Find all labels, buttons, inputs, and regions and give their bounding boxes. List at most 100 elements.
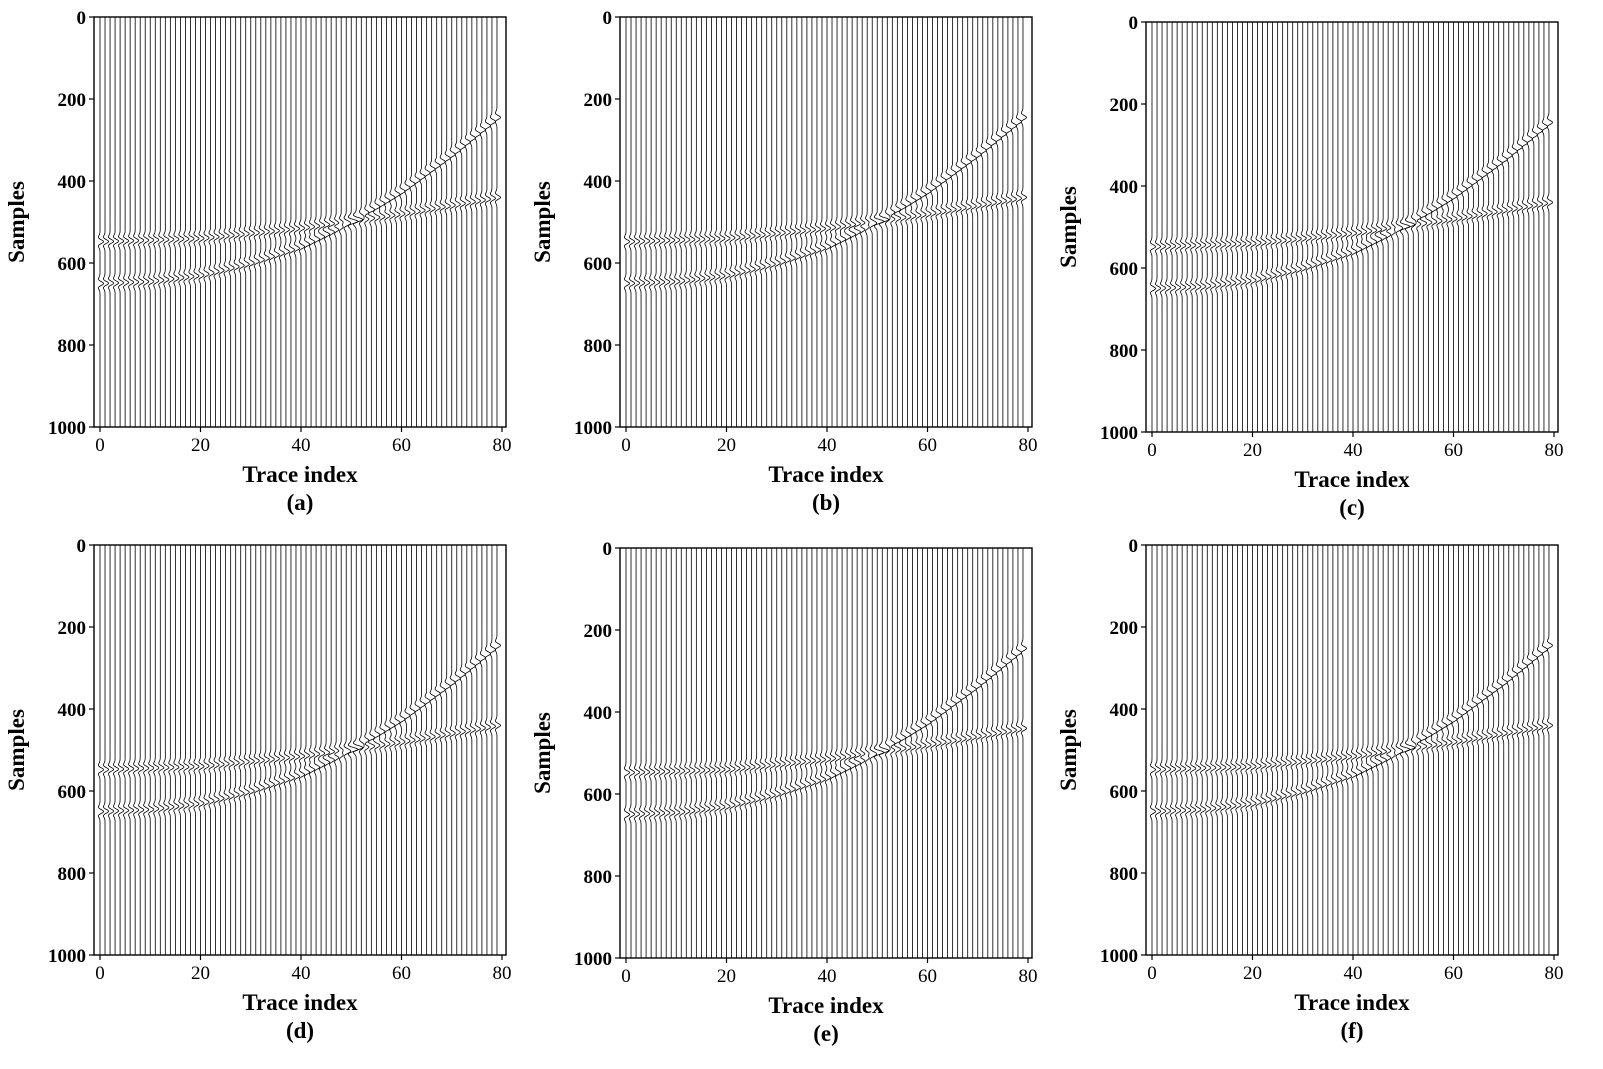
trace-79 bbox=[494, 545, 502, 955]
trace-2 bbox=[108, 17, 114, 427]
trace-4 bbox=[644, 548, 651, 958]
y-axis-label: Samples bbox=[530, 712, 555, 794]
trace-34 bbox=[1320, 22, 1327, 432]
trace-62 bbox=[409, 17, 416, 427]
trace-17 bbox=[183, 545, 190, 955]
trace-32 bbox=[1310, 22, 1317, 432]
trace-24 bbox=[218, 17, 225, 427]
trace-48 bbox=[865, 17, 870, 427]
trace-54 bbox=[1419, 545, 1428, 955]
trace-15 bbox=[173, 17, 180, 427]
trace-25 bbox=[223, 17, 230, 427]
trace-51 bbox=[878, 548, 890, 958]
trace-30 bbox=[1300, 545, 1307, 955]
trace-69 bbox=[970, 17, 977, 427]
x-tick-label: 0 bbox=[621, 435, 631, 456]
trace-25 bbox=[1275, 545, 1282, 955]
trace-47 bbox=[334, 545, 340, 955]
trace-27 bbox=[759, 17, 766, 427]
trace-74 bbox=[1521, 22, 1528, 432]
trace-19 bbox=[719, 548, 726, 958]
trace-51 bbox=[352, 545, 364, 955]
trace-33 bbox=[1315, 545, 1322, 955]
trace-33 bbox=[1315, 22, 1322, 432]
trace-58 bbox=[1441, 545, 1448, 955]
trace-30 bbox=[774, 548, 781, 958]
y-tick-label: 200 bbox=[584, 621, 613, 642]
x-tick-label: 80 bbox=[493, 963, 512, 984]
trace-43 bbox=[313, 17, 321, 427]
x-axis-label: Trace index bbox=[242, 990, 358, 1015]
y-tick-label: 400 bbox=[58, 700, 87, 721]
trace-51 bbox=[1404, 22, 1416, 432]
y-axis-label: Samples bbox=[530, 181, 555, 263]
trace-56 bbox=[379, 17, 386, 427]
trace-66 bbox=[955, 548, 962, 958]
trace-5 bbox=[649, 548, 656, 958]
trace-33 bbox=[263, 17, 270, 427]
y-tick-label: 0 bbox=[77, 536, 87, 557]
trace-26 bbox=[1280, 22, 1287, 432]
trace-66 bbox=[1481, 545, 1488, 955]
trace-71 bbox=[1506, 545, 1513, 955]
trace-27 bbox=[759, 548, 766, 958]
trace-73 bbox=[990, 17, 997, 427]
trace-29 bbox=[1295, 22, 1302, 432]
trace-69 bbox=[1496, 545, 1503, 955]
trace-25 bbox=[749, 548, 756, 958]
trace-35 bbox=[273, 545, 280, 955]
trace-46 bbox=[327, 17, 335, 427]
trace-79 bbox=[1020, 17, 1028, 427]
trace-64 bbox=[1471, 545, 1478, 955]
trace-75 bbox=[1000, 17, 1007, 427]
trace-67 bbox=[434, 545, 441, 955]
trace-8 bbox=[1190, 22, 1197, 432]
trace-65 bbox=[950, 17, 957, 427]
trace-79 bbox=[1020, 548, 1028, 958]
trace-39 bbox=[1345, 22, 1353, 432]
trace-60 bbox=[925, 17, 932, 427]
trace-71 bbox=[980, 548, 987, 958]
trace-24 bbox=[744, 548, 751, 958]
y-tick-label: 200 bbox=[58, 618, 87, 639]
panel-label: (c) bbox=[1339, 495, 1365, 520]
trace-66 bbox=[429, 17, 436, 427]
trace-67 bbox=[434, 17, 441, 427]
axes-frame bbox=[93, 544, 507, 956]
trace-41 bbox=[830, 17, 837, 427]
trace-21 bbox=[729, 548, 736, 958]
trace-4 bbox=[1170, 545, 1177, 955]
trace-55 bbox=[373, 17, 381, 427]
trace-13 bbox=[1215, 22, 1222, 432]
trace-wiggles bbox=[624, 548, 1028, 958]
trace-54 bbox=[1419, 22, 1428, 432]
trace-72 bbox=[1511, 22, 1518, 432]
trace-37 bbox=[1335, 22, 1342, 432]
trace-15 bbox=[699, 17, 706, 427]
trace-43 bbox=[1365, 545, 1373, 955]
trace-43 bbox=[839, 548, 847, 958]
trace-30 bbox=[248, 17, 255, 427]
trace-63 bbox=[940, 17, 947, 427]
trace-15 bbox=[699, 548, 706, 958]
trace-58 bbox=[389, 17, 396, 427]
trace-42 bbox=[309, 17, 316, 427]
trace-52 bbox=[359, 545, 365, 955]
trace-33 bbox=[263, 545, 270, 955]
panel-label: (b) bbox=[812, 490, 840, 515]
y-tick-label: 0 bbox=[603, 8, 613, 29]
trace-59 bbox=[920, 548, 927, 958]
trace-17 bbox=[1235, 22, 1242, 432]
trace-7 bbox=[133, 545, 140, 955]
x-tick-label: 40 bbox=[818, 966, 837, 987]
trace-43 bbox=[1365, 22, 1373, 432]
y-tick-label: 200 bbox=[58, 90, 87, 111]
trace-62 bbox=[1461, 22, 1468, 432]
y-tick-label: 400 bbox=[1110, 177, 1139, 198]
trace-26 bbox=[754, 548, 761, 958]
trace-52 bbox=[1411, 22, 1417, 432]
trace-38 bbox=[814, 17, 822, 427]
x-tick-label: 60 bbox=[918, 435, 937, 456]
trace-7 bbox=[1185, 22, 1192, 432]
